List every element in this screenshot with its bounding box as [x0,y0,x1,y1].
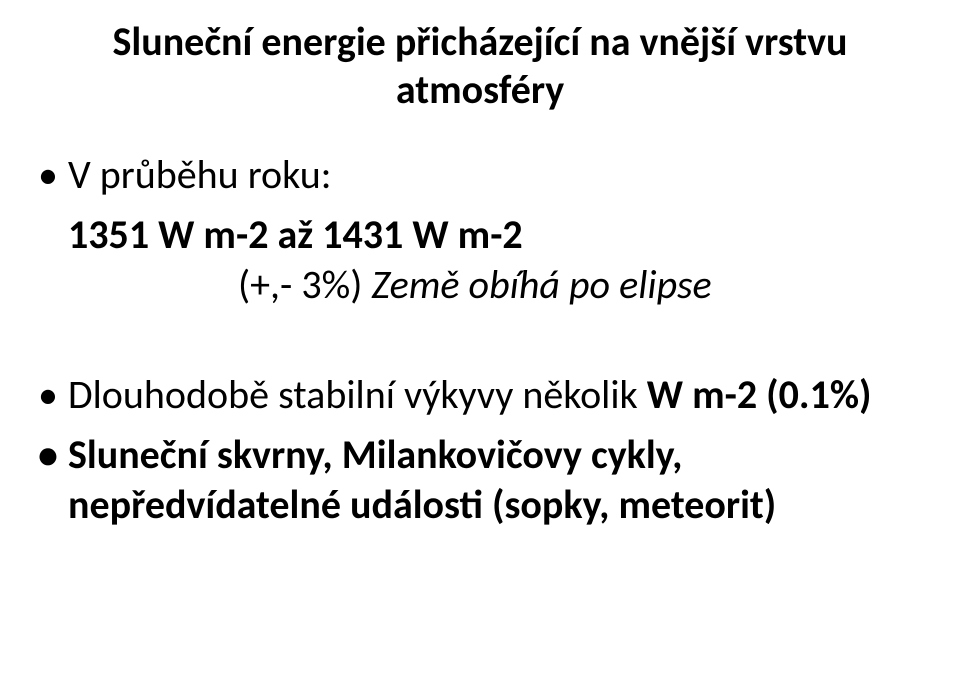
bullet-list-2: Dlouhodobě stabilní výkyvy několik W m-2… [30,370,930,530]
bullet-2: Dlouhodobě stabilní výkyvy několik W m-2… [30,370,930,420]
bullet-1-note: (+,- 3%) Země obíhá po elipse [30,260,930,310]
title-line1: Sluneční energie přicházející na vnější … [30,18,930,66]
bullet-2-text-a: Dlouhodobě stabilní výkyvy několik [68,370,647,419]
slide: Sluneční energie přicházející na vnější … [0,0,960,694]
bullet-list: V průběhu roku: [30,150,930,200]
bullet-3: Sluneční skvrny, Milankovičovy cykly, ne… [30,430,930,530]
bullet-3-text: Sluneční skvrny, Milankovičovy cykly, ne… [68,430,776,529]
bullet-1-lead: V průběhu roku: [68,150,332,199]
bullet-1-pct-note: Země obíhá po elipse [362,260,711,309]
bullet-1: V průběhu roku: [30,150,930,200]
bullet-1-pct: (+,- 3%) [238,260,362,309]
title-line2: atmosféry [30,66,930,114]
bullet-2-text-b: W m-2 (0.1%) [647,370,872,419]
bullet-1-range: 1351 W m-2 až 1431 W m-2 [30,210,930,260]
